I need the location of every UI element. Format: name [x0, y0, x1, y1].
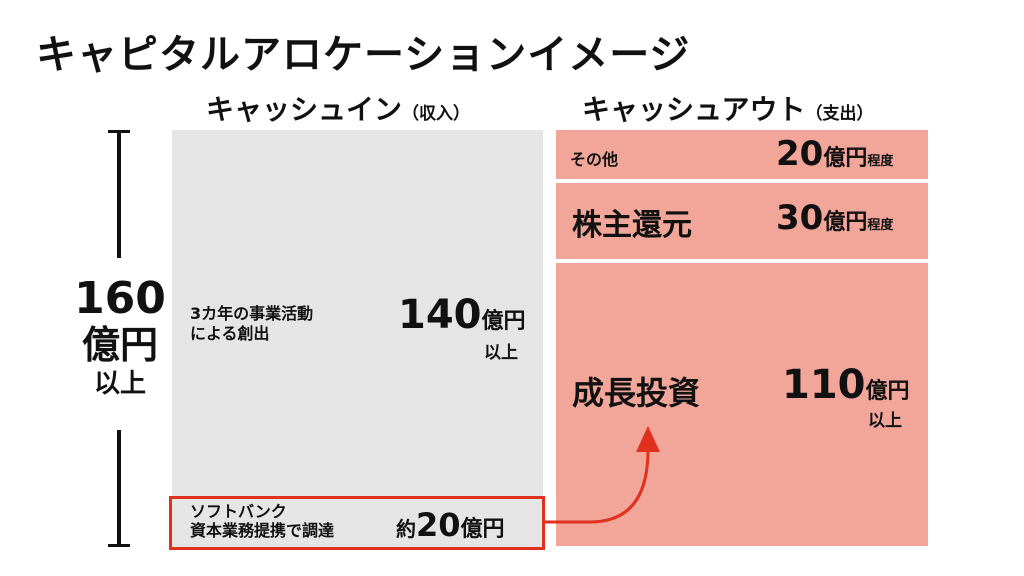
other-label: その他 — [570, 150, 619, 169]
amount-unit: 億円 — [823, 210, 868, 235]
amount-suffix: 程度 — [867, 154, 894, 169]
amount-suffix: 程度 — [867, 218, 894, 233]
total-unit: 億円 — [81, 323, 158, 367]
softbank-number: 20 — [416, 506, 461, 544]
amount-number: 110 — [782, 362, 866, 408]
amount-unit: 億円 — [865, 379, 910, 404]
cash-in-main-amount: 140億円 — [398, 292, 526, 338]
softbank-prefix: 約 — [396, 517, 416, 541]
softbank-label: ソフトバンク 資本業務提携で調達 — [190, 502, 334, 540]
bracket-line-upper — [117, 130, 121, 258]
cash-in-header-text: キャッシュイン — [206, 93, 403, 126]
amount-unit: 億円 — [481, 309, 526, 334]
other-amount: 20億円程度 — [776, 134, 893, 174]
arrow-head-icon — [636, 426, 660, 452]
arrow-line — [542, 449, 650, 524]
growth-investment-suffix: 以上 — [868, 411, 902, 431]
cash-in-main-label: 3カ年の事業活動 による創出 — [190, 304, 313, 344]
softbank-highlight-box — [169, 496, 545, 550]
bracket-bottom — [108, 544, 130, 547]
cash-in-header: キャッシュイン（収入） — [206, 88, 470, 128]
bracket-line-lower — [117, 430, 121, 546]
softbank-label-line1: ソフトバンク — [190, 502, 287, 521]
cash-out-header-text: キャッシュアウト — [582, 93, 806, 126]
amount-number: 30 — [776, 198, 824, 238]
page-title: キャピタルアロケーションイメージ — [36, 32, 691, 78]
cash-in-label-line2: による創出 — [190, 324, 270, 343]
amount-number: 140 — [398, 292, 482, 338]
cash-out-header: キャッシュアウト（支出） — [582, 88, 873, 128]
cash-in-header-note: （収入） — [402, 104, 471, 124]
growth-investment-label: 成長投資 — [572, 374, 701, 412]
shareholder-return-label: 株主還元 — [572, 208, 692, 243]
cash-out-item-shareholder-return — [556, 183, 928, 259]
softbank-label-line2: 資本業務提携で調達 — [190, 521, 335, 540]
cash-out-item-other — [556, 130, 928, 179]
cash-in-block — [172, 130, 543, 546]
shareholder-return-amount: 30億円程度 — [776, 198, 893, 238]
softbank-amount: 約20億円 — [396, 506, 505, 544]
total-amount: 160 — [74, 273, 166, 324]
amount-unit: 億円 — [823, 146, 868, 171]
total-label: 160 億円 以上 — [60, 275, 180, 401]
cash-in-main-suffix: 以上 — [484, 343, 518, 363]
total-suffix: 以上 — [93, 369, 146, 399]
cash-out-header-note: （支出） — [805, 104, 874, 124]
cash-out-item-growth-investment — [556, 263, 928, 546]
amount-number: 20 — [776, 134, 824, 174]
softbank-unit: 億円 — [460, 517, 505, 542]
growth-investment-amount: 110億円 — [782, 362, 910, 408]
cash-in-label-line1: 3カ年の事業活動 — [190, 304, 314, 323]
